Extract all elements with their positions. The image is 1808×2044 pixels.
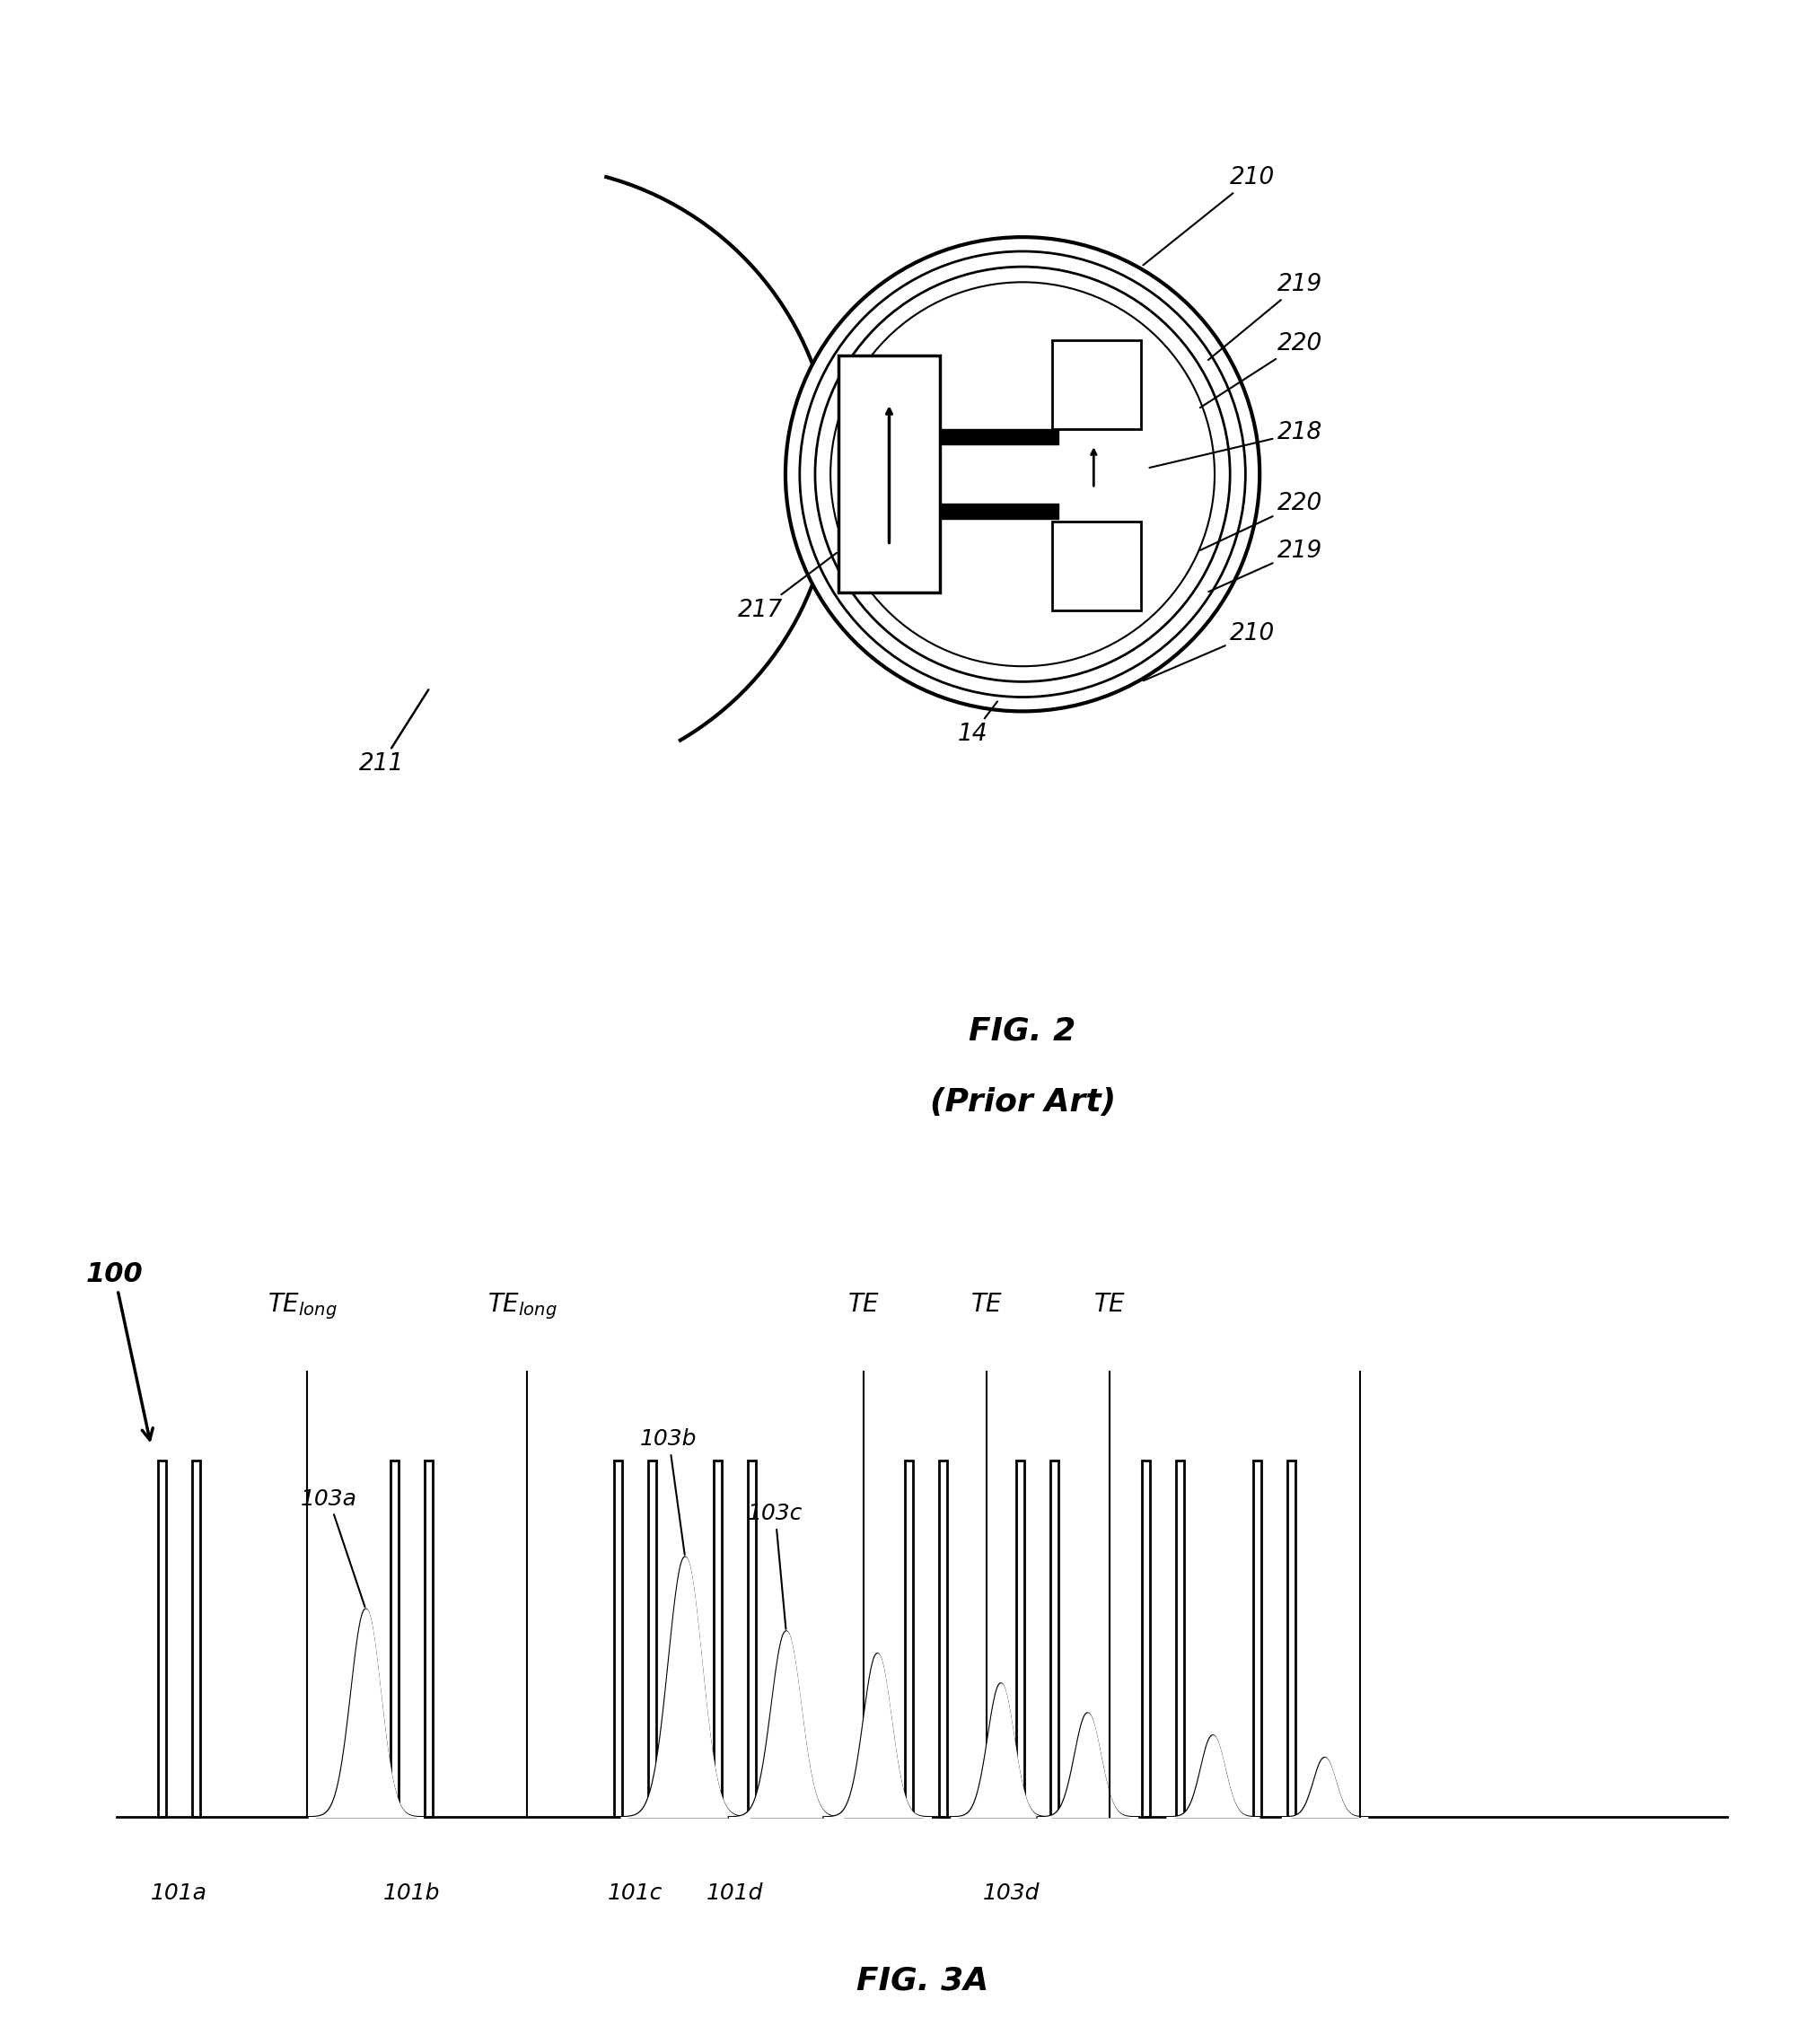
Text: 101b: 101b (383, 1883, 439, 1903)
Text: 100: 100 (85, 1261, 154, 1439)
Text: (Prior Art): (Prior Art) (929, 1087, 1116, 1118)
Bar (749, 1461, 756, 1817)
Text: 217: 217 (738, 552, 837, 621)
Text: 220: 220 (1201, 331, 1323, 407)
Bar (1052, 521, 1141, 611)
Bar (1175, 1461, 1184, 1817)
Text: 219: 219 (1208, 540, 1323, 593)
Text: 101a: 101a (150, 1883, 208, 1903)
Text: 219: 219 (1208, 272, 1323, 360)
Bar (1141, 1461, 1150, 1817)
Bar (647, 1461, 656, 1817)
Text: FIG. 3A: FIG. 3A (855, 1966, 989, 1997)
Bar (1016, 1461, 1025, 1817)
Bar (615, 1461, 622, 1817)
Bar (192, 1461, 199, 1817)
Text: 101c: 101c (607, 1883, 662, 1903)
Text: TE: TE (971, 1292, 1002, 1316)
Bar (1287, 1461, 1296, 1817)
Circle shape (830, 282, 1215, 666)
Text: 103b: 103b (640, 1429, 698, 1555)
Text: 101d: 101d (707, 1883, 763, 1903)
Text: TE: TE (848, 1292, 879, 1316)
Text: 218: 218 (1150, 421, 1323, 468)
Circle shape (799, 251, 1246, 697)
Text: 103a: 103a (300, 1488, 365, 1607)
Text: 220: 220 (1201, 493, 1323, 550)
Bar (904, 1461, 913, 1817)
Text: $TE_{long}$: $TE_{long}$ (488, 1292, 557, 1322)
Text: 14: 14 (958, 701, 998, 746)
Text: $TE_{long}$: $TE_{long}$ (268, 1292, 336, 1322)
Bar (938, 1461, 947, 1817)
Bar (940, 505, 1058, 519)
Text: FIG. 2: FIG. 2 (969, 1016, 1076, 1047)
Bar (1050, 1461, 1058, 1817)
Text: TE: TE (1094, 1292, 1125, 1316)
Bar (1052, 339, 1141, 429)
Circle shape (815, 268, 1229, 683)
Bar (940, 429, 1058, 444)
Bar (157, 1461, 166, 1817)
Bar (839, 356, 940, 593)
Text: 103c: 103c (749, 1502, 803, 1629)
Bar (1253, 1461, 1262, 1817)
Bar (425, 1461, 432, 1817)
Circle shape (785, 237, 1260, 711)
Text: 210: 210 (1143, 166, 1275, 266)
Text: 211: 211 (358, 689, 428, 777)
Bar (391, 1461, 398, 1817)
Bar (714, 1461, 721, 1817)
Text: 210: 210 (1143, 621, 1275, 681)
Text: 103d: 103d (984, 1883, 1040, 1903)
